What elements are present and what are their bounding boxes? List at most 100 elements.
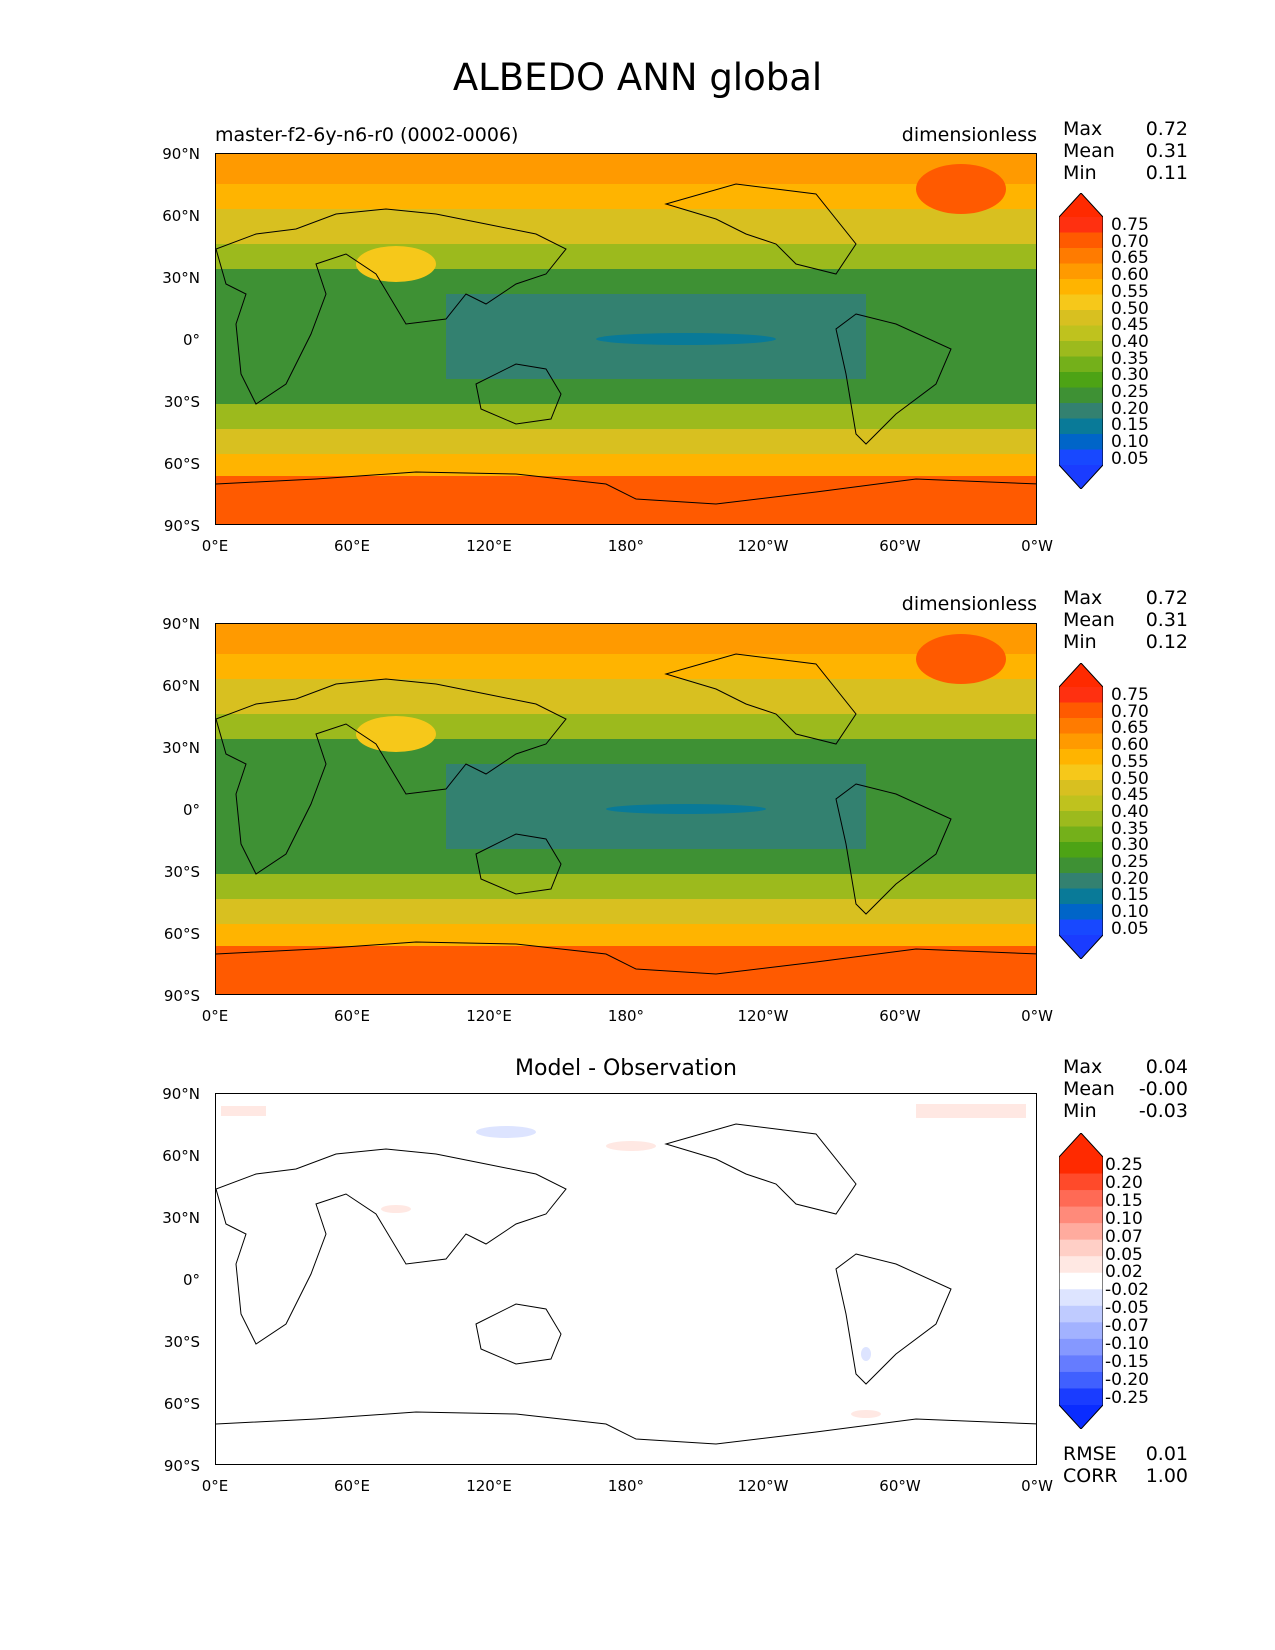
panel3-stat-min-name: Min — [1063, 1100, 1097, 1122]
panel2-colorbar-label-13: 0.10 — [1111, 902, 1149, 923]
panel2-antarctica-coast — [216, 941, 1036, 975]
panel2-colorbar-swatch-5 — [1059, 764, 1103, 781]
panel3-colorbar-swatch-1 — [1059, 1173, 1103, 1191]
panel3-diff-patch-chile — [861, 1347, 871, 1361]
panel2-colorbar-extend-min — [1059, 935, 1103, 959]
panel3-map-base — [216, 1094, 1036, 1464]
panel2-colorbar-swatch-2 — [1059, 718, 1103, 734]
panel3-australia-coast — [475, 1303, 562, 1365]
panel3-colorbar-label-6: 0.02 — [1105, 1262, 1143, 1283]
panel1-units: dimensionless — [901, 124, 1037, 146]
panel1-colorbar-swatch-9 — [1059, 356, 1103, 373]
panel3-colorbar-swatch-0 — [1059, 1157, 1103, 1175]
panel1-colorbar-svg — [1058, 192, 1104, 490]
panel1-colorbar-swatch-7 — [1059, 325, 1103, 342]
panel3-colorbar-label-7: -0.02 — [1105, 1280, 1149, 1301]
panel1-colorbar-swatch-3 — [1059, 263, 1103, 280]
panel3-diff-patch-bering — [606, 1141, 656, 1151]
panel3-ytick-90n: 90°N — [162, 1085, 200, 1103]
panel1-mid-lat-band — [216, 209, 1036, 244]
panel2-coastlines — [216, 653, 1036, 975]
panel2-south-mid-band — [216, 874, 1036, 899]
panel2-ytick-90n: 90°N — [162, 615, 200, 633]
panel1-colorbar-swatch-6 — [1059, 310, 1103, 326]
panel3-colorbar-label-12: -0.20 — [1105, 1369, 1149, 1390]
panel2-stat-min-name: Min — [1063, 631, 1097, 653]
panel1-ytick-30s: 30°S — [163, 393, 200, 411]
panel1-subtropic-band — [216, 244, 1036, 269]
panel3-colorbar-swatch-3 — [1059, 1206, 1103, 1224]
panel1-colorbar-label-1: 0.70 — [1111, 231, 1149, 252]
panel3-ytick-60n: 60°N — [162, 1147, 200, 1165]
panel1-high-lat-band — [216, 184, 1036, 209]
panel1-ytick-90s: 90°S — [163, 517, 200, 535]
panel2-stat-max-value: 0.72 — [1145, 587, 1188, 609]
panel1-xtick-60w: 60°W — [879, 537, 921, 555]
panel3-north-america-coast — [664, 1123, 857, 1215]
panel1-coastlines — [216, 183, 1036, 505]
panel2-colorbar-label-8: 0.35 — [1111, 818, 1149, 839]
panel2-arctic-band — [216, 624, 1036, 654]
panel1-colorbar-label-14: 0.05 — [1111, 448, 1149, 469]
panel3-colorbar-label-0: 0.25 — [1105, 1155, 1143, 1175]
panel1-stat-min-value: 0.11 — [1145, 162, 1188, 184]
panel1-antarctica-coast — [216, 471, 1036, 505]
panel2-eurasia-africa-coast — [216, 678, 567, 875]
figure-title: ALBEDO ANN global — [452, 56, 823, 99]
panel3-colorbar-label-5: 0.05 — [1105, 1244, 1143, 1265]
panel2-colorbar-swatch-6 — [1059, 780, 1103, 796]
panel2-stat-min-value: 0.12 — [1145, 631, 1188, 653]
panel3-xtick-0e: 0°E — [201, 1477, 229, 1495]
panel2-colorbar-svg — [1058, 662, 1104, 960]
panel3-map — [215, 1093, 1037, 1465]
panel3-colorbar-extend-max — [1059, 1133, 1103, 1157]
panel2-colorbar-swatch-4 — [1059, 749, 1103, 765]
panel2-colorbar-label-3: 0.60 — [1111, 735, 1149, 756]
panel2-mid-lat-band — [216, 679, 1036, 714]
panel1-arctic-band — [216, 154, 1036, 184]
panel3-colorbar-swatch-13 — [1059, 1371, 1103, 1389]
panel2-colorbar-swatch-9 — [1059, 826, 1103, 843]
panel1-colorbar-extend-min — [1059, 465, 1103, 489]
panel2-colorbar-swatch-13 — [1059, 888, 1103, 905]
panel2-south-high-band — [216, 899, 1036, 924]
panel3-ytick-0: 0° — [182, 1271, 200, 1289]
panel2-ytick-30n: 30°N — [162, 739, 200, 757]
panel3-diff-patch-siberia — [476, 1126, 536, 1138]
panel1-map — [215, 153, 1037, 525]
panel2-stat-mean-value: 0.31 — [1145, 609, 1188, 631]
panel1-greenland — [916, 164, 1006, 214]
panel1-stat-max-value: 0.72 — [1145, 118, 1188, 140]
panel3-colorbar-extend-min — [1059, 1405, 1103, 1429]
panel3-colorbar-label-9: -0.07 — [1105, 1316, 1149, 1337]
panel1-south-high-band — [216, 429, 1036, 454]
panel3-diff-patch-tibet — [381, 1205, 411, 1213]
panel2-xtick-180: 180° — [607, 1007, 645, 1025]
panel1-antarctica-band — [216, 476, 1036, 524]
panel1-colorbar-swatch-13 — [1059, 418, 1103, 435]
panel2-colorbar-label-10: 0.25 — [1111, 852, 1149, 872]
panel1-colorbar-swatch-4 — [1059, 279, 1103, 295]
panel1-south-america-coast — [835, 313, 952, 445]
panel1-colorbar-label-8: 0.35 — [1111, 348, 1149, 369]
panel2-colorbar-swatch-15 — [1059, 919, 1103, 936]
panel3-colorbar-swatch-7 — [1059, 1272, 1103, 1290]
panel1-ytick-0: 0° — [182, 331, 200, 349]
panel1-ytick-90n: 90°N — [162, 145, 200, 163]
panel3-xtick-180: 180° — [607, 1477, 645, 1495]
panel2-colorbar-label-6: 0.45 — [1111, 785, 1149, 806]
panel3-metric-rmse-name: RMSE — [1063, 1443, 1117, 1465]
panel2-xtick-120e: 120°E — [466, 1007, 512, 1025]
panel3-colorbar-label-11: -0.15 — [1105, 1351, 1149, 1372]
panel3-metric-corr-name: CORR — [1063, 1465, 1118, 1487]
panel2-ytick-60s: 60°S — [163, 925, 200, 943]
panel1-colorbar-swatch-1 — [1059, 232, 1103, 249]
panel1-colorbar-label-6: 0.45 — [1111, 315, 1149, 336]
panel1-colorbar-label-9: 0.30 — [1111, 365, 1149, 386]
panel1-colorbar-label-13: 0.10 — [1111, 432, 1149, 453]
panel1-colorbar-label-12: 0.15 — [1111, 415, 1149, 436]
panel1-colorbar-label-7: 0.40 — [1111, 331, 1149, 352]
panel1-map-svg — [216, 154, 1036, 524]
panel2-colorbar-label-1: 0.70 — [1111, 701, 1149, 722]
panel1-ytick-30n: 30°N — [162, 269, 200, 287]
